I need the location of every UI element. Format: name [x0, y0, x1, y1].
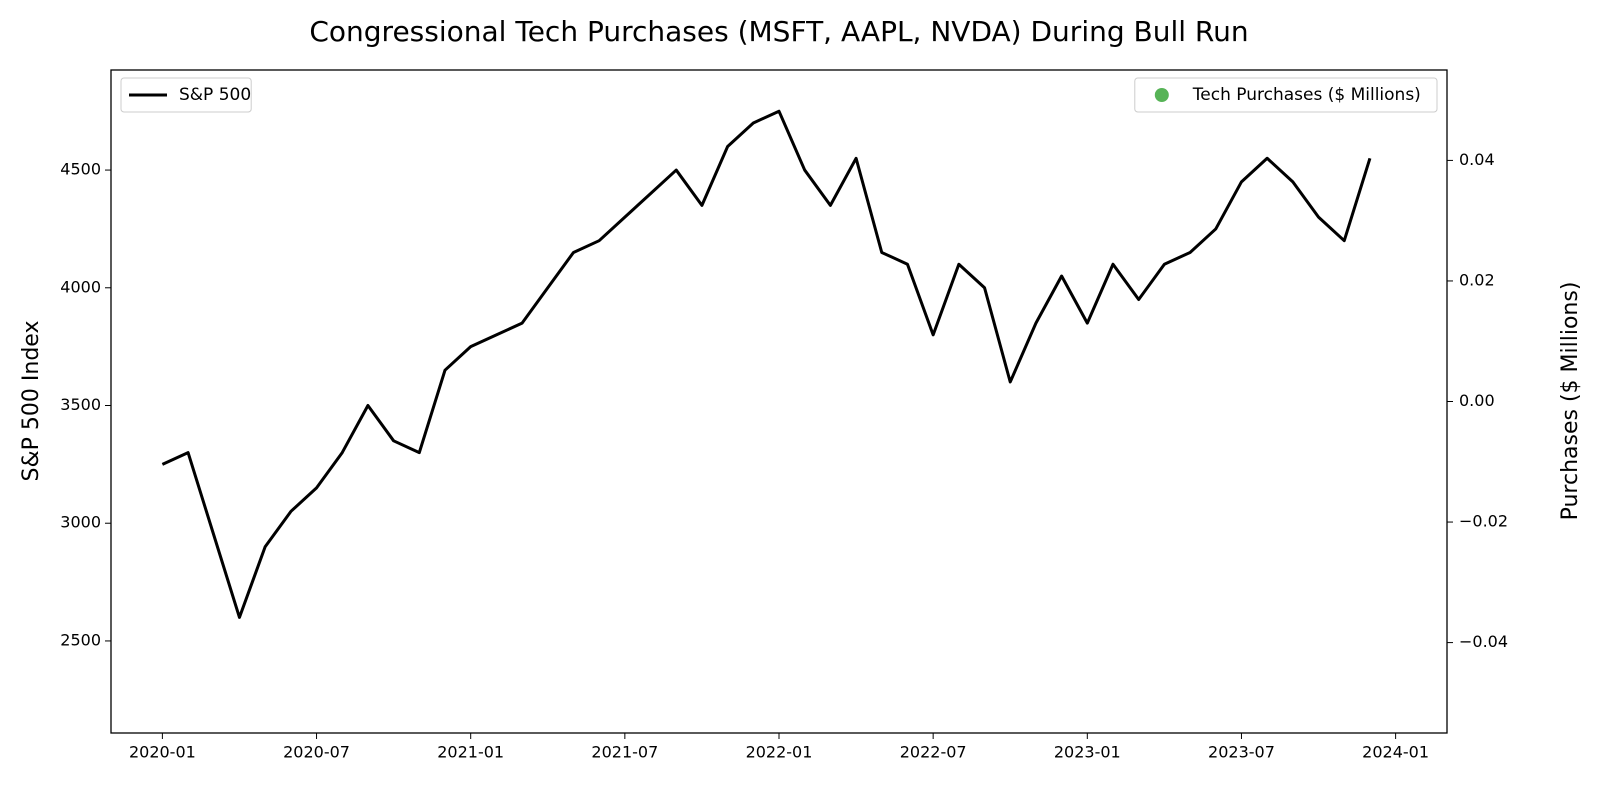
y-tick-label: 3500	[60, 395, 101, 414]
y2-tick-label: 0.02	[1459, 270, 1495, 289]
y-tick-label: 4000	[60, 277, 101, 296]
x-tick-label: 2021-01	[437, 743, 504, 762]
legend-box	[120, 77, 252, 113]
x-tick-label: 2020-07	[283, 743, 350, 762]
y-axis-label: S&P 500 Index	[19, 321, 44, 482]
x-tick-label: 2024-01	[1362, 743, 1429, 762]
y-tick-label: 2500	[60, 630, 101, 649]
legend-swatch	[1154, 88, 1169, 102]
y2-tick-label: 0.00	[1459, 391, 1495, 410]
y2-axis-label: Purchases ($ Millions)	[1558, 282, 1583, 521]
y2-tick-label: −0.02	[1459, 512, 1508, 531]
y2-tick-label: −0.04	[1459, 632, 1508, 651]
legend-label: Tech Purchases ($ Millions)	[1192, 85, 1421, 105]
x-tick-label: 2021-07	[591, 743, 658, 762]
y-tick-label: 3000	[60, 513, 101, 532]
line	[161, 109, 1372, 619]
x-tick-label: 2023-01	[1054, 743, 1121, 762]
chart-title: Congressional Tech Purchases (MSFT, AAPL…	[309, 15, 1248, 48]
legend-label: S&P 500	[179, 85, 251, 105]
y-tick-label: 4500	[60, 160, 101, 179]
x-tick-label: 2020-01	[129, 743, 196, 762]
legend-box	[1134, 77, 1438, 113]
x-tick-label: 2023-07	[1208, 743, 1275, 762]
y2-tick-label: 0.04	[1459, 150, 1495, 169]
x-tick-label: 2022-07	[900, 743, 967, 762]
x-tick-label: 2022-01	[746, 743, 813, 762]
